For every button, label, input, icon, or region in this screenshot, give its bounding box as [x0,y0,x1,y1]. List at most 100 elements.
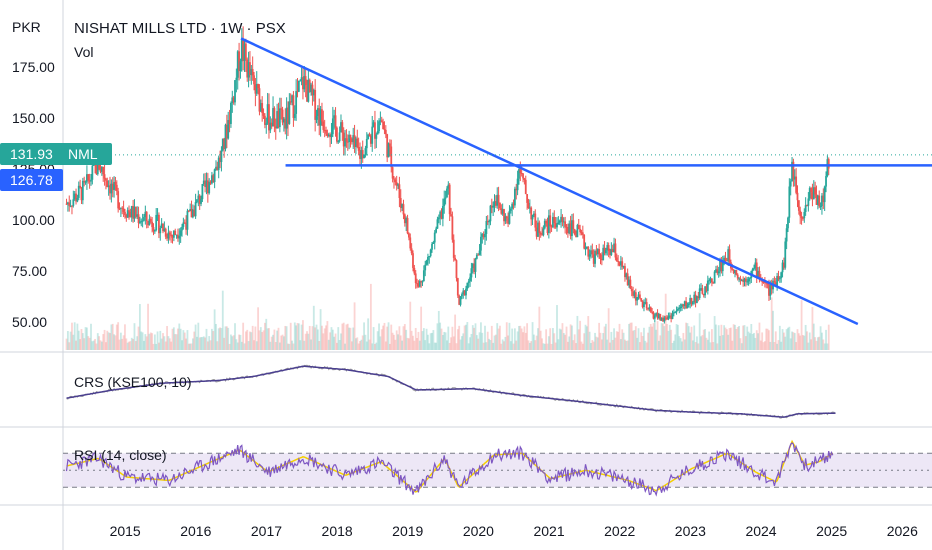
candle-body[interactable] [674,312,677,314]
candle-body[interactable] [179,230,182,236]
candle-body[interactable] [816,195,819,205]
candle-body[interactable] [172,230,175,238]
candle-body[interactable] [215,166,217,170]
candle-body[interactable] [167,232,170,239]
candle-body[interactable] [178,235,181,239]
candle-body[interactable] [512,203,515,206]
candle-body[interactable] [201,183,204,200]
candle-body[interactable] [477,254,480,256]
candle-body[interactable] [191,209,194,218]
candle-body[interactable] [550,226,553,228]
candle-body[interactable] [376,131,379,135]
candle-body[interactable] [598,249,601,255]
candle-body[interactable] [823,186,826,203]
candle-body[interactable] [719,260,721,272]
candle-body[interactable] [747,278,750,282]
candle-body[interactable] [534,213,537,228]
candle-body[interactable] [183,222,186,224]
candle-body[interactable] [545,220,548,224]
candle-body[interactable] [432,242,435,244]
candle-body[interactable] [530,207,533,220]
candle-body[interactable] [807,198,810,206]
candle-body[interactable] [83,180,86,183]
candle-body[interactable] [742,279,745,282]
candle-body[interactable] [270,122,273,127]
candles[interactable] [65,26,830,324]
candle-body[interactable] [272,108,274,127]
candle-body[interactable] [564,221,567,227]
candle-body[interactable] [147,221,149,226]
candle-body[interactable] [556,224,558,228]
candle-body[interactable] [531,214,534,220]
candle-body[interactable] [118,208,121,210]
candle-body[interactable] [327,134,330,137]
candle-body[interactable] [651,311,654,313]
candle-body[interactable] [145,211,148,222]
candle-body[interactable] [159,228,162,234]
candle-body[interactable] [577,225,580,229]
candle-body[interactable] [822,195,825,203]
candle-body[interactable] [791,161,793,182]
candle-body[interactable] [569,223,572,236]
candle-body[interactable] [375,134,378,139]
candle-body[interactable] [87,174,90,181]
candle-body[interactable] [356,138,359,148]
candle-body[interactable] [217,157,220,170]
candle-body[interactable] [508,210,511,224]
candle-body[interactable] [398,184,401,199]
candle-body[interactable] [372,122,375,127]
candle-body[interactable] [386,134,389,158]
candle-body[interactable] [527,202,530,209]
candle-body[interactable] [84,181,87,183]
candle-body[interactable] [110,183,113,194]
candle-body[interactable] [121,207,124,209]
candle-body[interactable] [689,298,692,304]
candle-body[interactable] [776,276,779,286]
candle-body[interactable] [187,210,190,212]
rsi-line[interactable] [65,442,834,497]
candle-body[interactable] [197,195,200,200]
candle-body[interactable] [482,233,485,238]
candle-body[interactable] [401,204,404,208]
candle-body[interactable] [189,209,192,212]
candle-body[interactable] [770,285,773,290]
candle-body[interactable] [728,249,731,263]
candle-body[interactable] [731,268,734,270]
candle-body[interactable] [723,257,726,262]
candle-body[interactable] [660,317,663,321]
candle-body[interactable] [102,166,105,175]
candle-body[interactable] [603,247,606,254]
candle-body[interactable] [133,207,136,219]
candle-body[interactable] [429,249,432,257]
candle-body[interactable] [518,169,520,179]
candle-body[interactable] [220,150,223,163]
candle-body[interactable] [683,301,686,307]
candle-body[interactable] [599,254,602,259]
candle-body[interactable] [663,317,666,322]
candle-body[interactable] [379,120,382,122]
candle-body[interactable] [679,306,682,309]
candle-body[interactable] [584,248,587,250]
candle-body[interactable] [139,221,141,224]
candle-body[interactable] [73,193,76,200]
candle-body[interactable] [239,61,242,72]
candle-body[interactable] [302,77,304,90]
candle-body[interactable] [331,118,334,135]
candle-body[interactable] [762,281,765,283]
candle-body[interactable] [134,207,137,217]
candle-body[interactable] [244,43,247,60]
candle-body[interactable] [368,134,371,136]
candle-body[interactable] [234,80,236,103]
candle-body[interactable] [174,230,177,235]
candle-body[interactable] [746,281,749,283]
candle-body[interactable] [628,279,630,286]
candle-body[interactable] [638,294,641,299]
candle-body[interactable] [408,233,410,238]
candle-body[interactable] [68,202,71,206]
candle-body[interactable] [701,288,704,294]
candle-body[interactable] [277,111,280,128]
candle-body[interactable] [474,258,477,272]
candle-body[interactable] [421,281,424,283]
candle-body[interactable] [622,266,625,268]
